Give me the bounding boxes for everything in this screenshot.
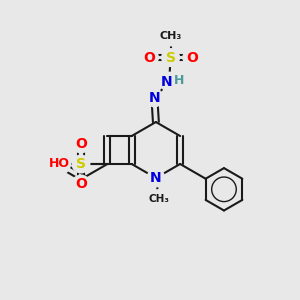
Text: N: N [148, 91, 160, 105]
Text: S: S [76, 157, 86, 171]
Text: S: S [166, 50, 176, 64]
Circle shape [183, 49, 201, 66]
Text: N: N [161, 75, 172, 89]
Circle shape [160, 72, 178, 91]
Circle shape [49, 153, 70, 175]
Circle shape [141, 49, 158, 66]
Text: O: O [75, 177, 87, 191]
Circle shape [150, 190, 168, 207]
Circle shape [72, 175, 90, 193]
Circle shape [72, 155, 90, 173]
Text: O: O [186, 50, 198, 64]
Circle shape [162, 49, 179, 66]
Circle shape [146, 89, 163, 107]
Circle shape [72, 135, 90, 153]
Text: O: O [75, 137, 87, 151]
Text: N: N [150, 171, 162, 185]
Circle shape [147, 169, 165, 187]
Text: H: H [174, 74, 184, 87]
Text: HO: HO [49, 158, 70, 170]
Circle shape [161, 27, 180, 46]
Text: CH₃: CH₃ [160, 31, 182, 41]
Text: O: O [143, 50, 155, 64]
Text: CH₃: CH₃ [148, 194, 169, 204]
